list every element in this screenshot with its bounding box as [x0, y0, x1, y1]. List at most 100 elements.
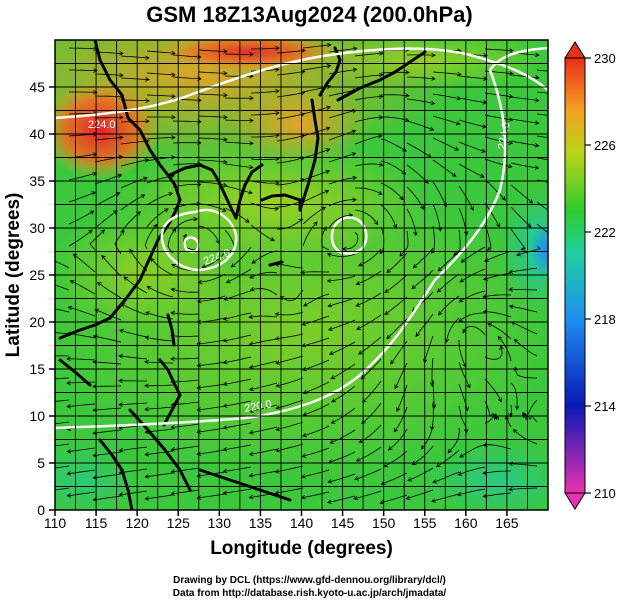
streamline	[94, 192, 120, 207]
y-tick-label: 30	[29, 220, 45, 236]
colorbar-bottom-arrow	[564, 492, 586, 510]
streamline	[197, 383, 226, 389]
streamline-arrow	[249, 274, 254, 279]
streamline-arrow	[534, 142, 540, 148]
x-tick-label: 115	[85, 515, 108, 531]
streamline-arrow	[430, 100, 436, 106]
streamline	[458, 163, 484, 178]
streamline	[94, 210, 118, 229]
streamline	[380, 494, 408, 504]
coastline	[58, 358, 92, 387]
streamline-arrow	[245, 218, 250, 223]
streamline	[171, 379, 200, 383]
streamline	[197, 405, 226, 411]
streamline	[459, 290, 486, 303]
streamline	[432, 115, 460, 125]
x-tick-label: 110	[44, 515, 67, 531]
streamline-arrow	[459, 278, 465, 283]
streamline	[197, 295, 226, 302]
streamline	[198, 225, 220, 244]
grid-lines	[55, 40, 548, 510]
streamline-arrow	[508, 269, 514, 274]
streamline-arrow	[327, 479, 333, 484]
streamline	[303, 403, 330, 416]
y-tick-label: 35	[29, 173, 45, 189]
streamline-arrow	[373, 220, 379, 226]
streamline	[55, 377, 70, 380]
streamline	[275, 333, 304, 340]
streamline-arrow	[358, 262, 363, 267]
streamline	[146, 72, 175, 76]
streamline	[510, 96, 539, 101]
streamline-arrow	[171, 227, 177, 233]
streamline	[302, 170, 330, 181]
streamline-arrow	[41, 354, 45, 358]
streamline	[68, 210, 94, 225]
streamline	[280, 289, 304, 302]
streamline-arrow	[561, 71, 565, 75]
streamline	[406, 120, 434, 131]
streamline-arrow	[274, 336, 280, 341]
streamline	[276, 135, 305, 142]
y-tick-label: 40	[29, 126, 45, 142]
streamline	[354, 209, 379, 225]
streamline-arrow	[301, 48, 306, 54]
streamline-arrow	[300, 269, 305, 275]
streamline-arrow	[248, 314, 254, 320]
streamline-arrow	[396, 407, 401, 412]
streamline-arrow	[458, 298, 464, 303]
streamline	[275, 264, 304, 269]
streamline	[146, 137, 176, 140]
streamline-arrow	[329, 350, 334, 355]
streamline-arrow	[222, 182, 228, 188]
streamline	[223, 334, 252, 342]
streamline-arrow	[118, 402, 123, 407]
streamline	[146, 50, 175, 54]
colorbar-top-arrow	[564, 41, 586, 59]
streamline	[431, 225, 435, 254]
streamline	[302, 337, 330, 347]
streamline-arrow	[275, 67, 280, 72]
figure-title: GSM 18Z13Aug2024 (200.0hPa)	[146, 2, 473, 27]
coastline	[318, 46, 342, 97]
streamline-arrow	[463, 230, 469, 236]
streamline-arrow	[522, 411, 527, 417]
streamline	[536, 69, 548, 72]
streamline	[432, 159, 457, 177]
streamline-arrow	[351, 129, 357, 134]
streamline	[276, 157, 305, 164]
streamline-arrow	[222, 468, 228, 474]
streamline	[197, 339, 226, 345]
streamline-arrow	[248, 451, 254, 457]
streamline	[354, 163, 383, 167]
streamline-arrow	[249, 118, 254, 123]
streamline	[146, 94, 176, 97]
streamline	[224, 163, 253, 168]
streamline-arrow	[462, 328, 467, 334]
streamline	[249, 426, 278, 434]
streamline	[67, 447, 96, 453]
streamline-arrow	[393, 427, 398, 433]
streamline	[536, 113, 548, 116]
streamline-arrow	[509, 48, 514, 53]
streamline-arrow	[512, 428, 518, 434]
streamline	[383, 450, 408, 468]
streamline-arrow	[404, 117, 410, 123]
streamline	[412, 445, 434, 466]
streamline-arrow	[118, 154, 124, 160]
streamline	[249, 338, 278, 345]
colorbar-tick-label: 226	[594, 138, 616, 153]
streamline-arrow	[438, 310, 443, 316]
streamline	[438, 251, 460, 272]
streamline	[120, 194, 145, 211]
streamline	[275, 465, 304, 473]
streamline-arrow	[196, 473, 202, 478]
x-tick-label: 140	[290, 515, 314, 531]
streamline-arrow	[196, 298, 202, 304]
streamline	[484, 378, 502, 402]
streamline	[458, 312, 485, 322]
streamline-arrow	[534, 97, 540, 103]
field-orange-japan	[230, 85, 370, 165]
colorbar-tick-label: 230	[594, 51, 616, 66]
streamline-arrow	[223, 49, 228, 54]
